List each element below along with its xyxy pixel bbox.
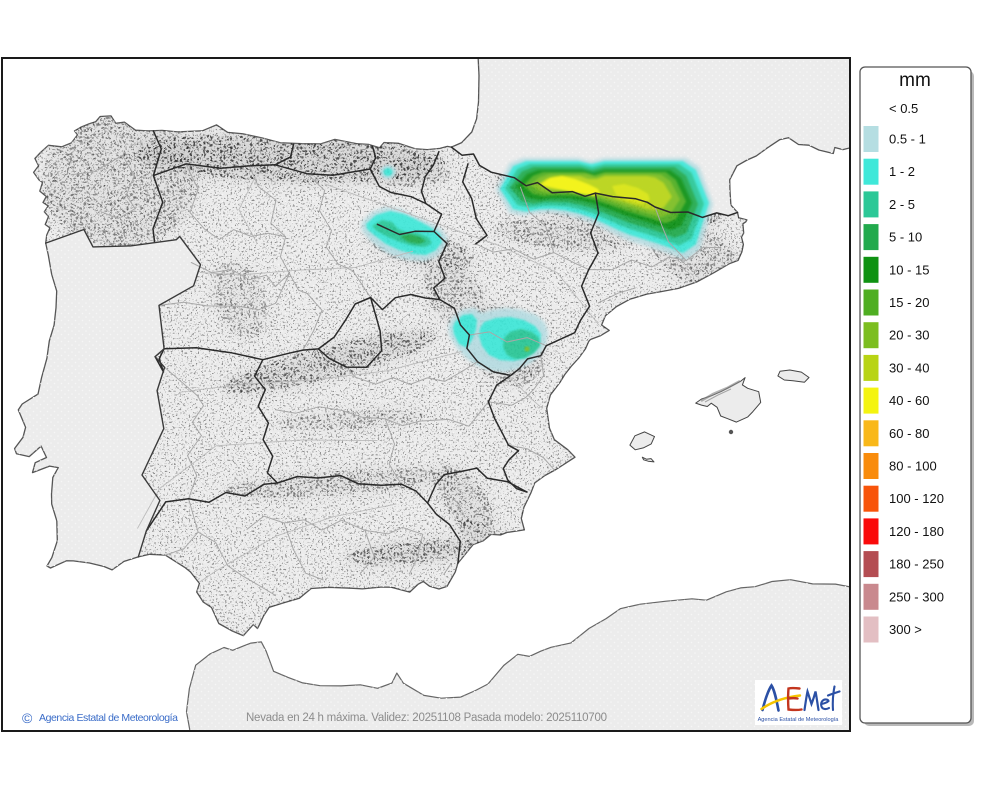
svg-text:5 - 10: 5 - 10 [889, 230, 922, 245]
svg-text:120 - 180: 120 - 180 [889, 524, 944, 539]
svg-text:mm: mm [899, 70, 931, 91]
svg-text:1 - 2: 1 - 2 [889, 164, 915, 179]
svg-text:Nevada en 24 h máxima. Validez: Nevada en 24 h máxima. Validez: 20251108… [246, 712, 607, 724]
svg-text:80 - 100: 80 - 100 [889, 459, 937, 474]
svg-text:2 - 5: 2 - 5 [889, 197, 915, 212]
svg-text:0.5 - 1: 0.5 - 1 [889, 132, 926, 147]
svg-text:60 - 80: 60 - 80 [889, 426, 929, 441]
svg-text:30 - 40: 30 - 40 [889, 360, 929, 375]
svg-text:250 - 300: 250 - 300 [889, 589, 944, 604]
svg-text:180 - 250: 180 - 250 [889, 557, 944, 572]
svg-text:300 >: 300 > [889, 622, 922, 637]
svg-text:20 - 30: 20 - 30 [889, 328, 929, 343]
svg-text:©: © [22, 710, 33, 726]
svg-text:Agencia Estatal de Meteorologí: Agencia Estatal de Meteorología [758, 717, 840, 723]
svg-text:40 - 60: 40 - 60 [889, 393, 929, 408]
svg-text:100 - 120: 100 - 120 [889, 491, 944, 506]
svg-text:< 0.5: < 0.5 [889, 101, 918, 116]
svg-text:15 - 20: 15 - 20 [889, 295, 929, 310]
svg-text:10 - 15: 10 - 15 [889, 262, 929, 277]
svg-text:Agencia Estatal de Meteorologí: Agencia Estatal de Meteorología [39, 712, 178, 724]
